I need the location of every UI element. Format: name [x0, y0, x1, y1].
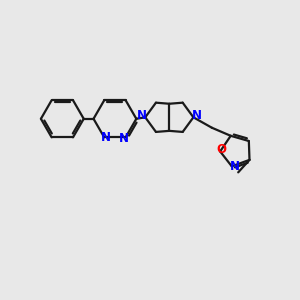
Text: N: N [192, 109, 202, 122]
Text: N: N [101, 131, 111, 144]
Text: N: N [230, 160, 240, 173]
Text: N: N [119, 132, 129, 145]
Text: N: N [137, 109, 147, 122]
Text: O: O [217, 143, 226, 157]
